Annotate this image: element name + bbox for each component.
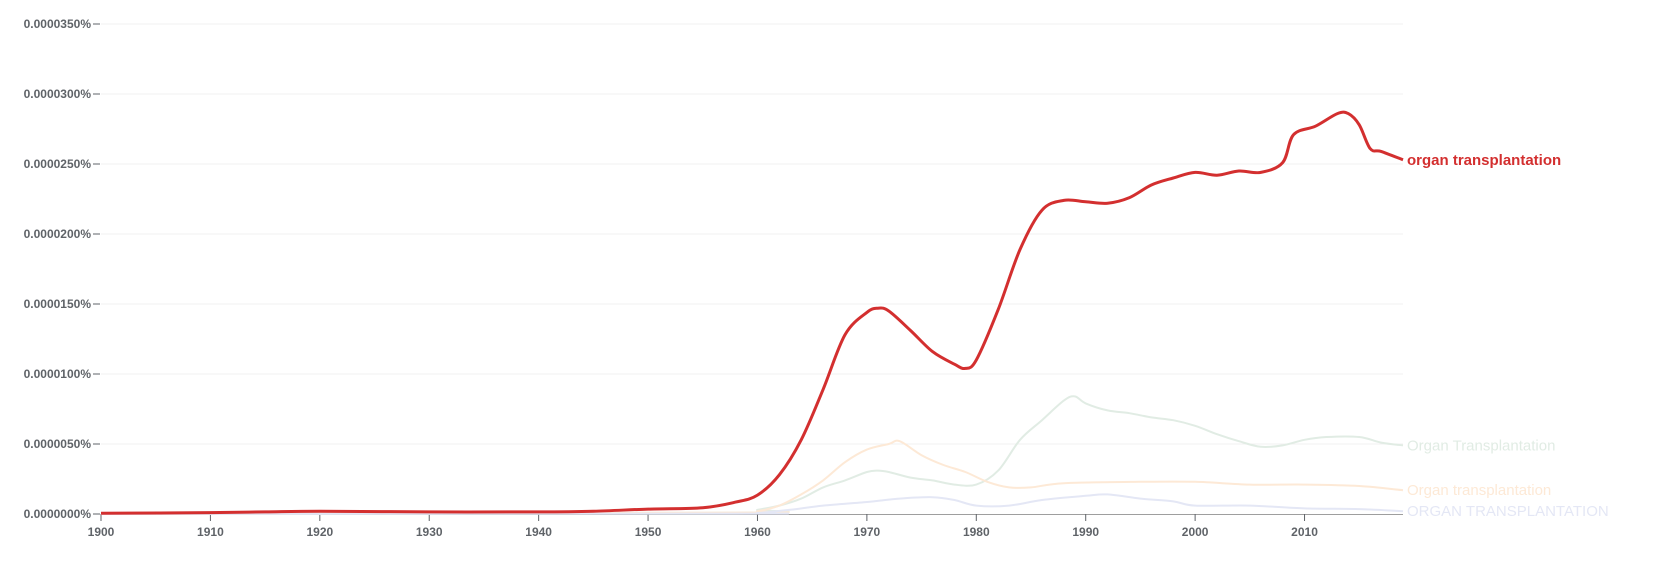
x-tick-label: 1910 — [197, 525, 224, 539]
gridlines — [101, 23, 1403, 445]
x-tick-label: 1980 — [963, 525, 990, 539]
x-tick-label: 2010 — [1291, 525, 1318, 539]
y-tick-label: 0.0000050% — [24, 437, 92, 451]
x-tick-label: 2000 — [1182, 525, 1209, 539]
y-tick-label: 0.0000200% — [24, 227, 92, 241]
series-lines — [100, 110, 1404, 515]
y-tick-label: 0.0000350% — [24, 17, 92, 31]
x-tick-label: 1960 — [744, 525, 771, 539]
x-axis: 1900 1910 1920 1930 1940 1950 1960 1970 1980 1990… — [88, 514, 1403, 539]
x-tick-label: 1900 — [88, 525, 115, 539]
y-tick-label: 0.0000100% — [24, 367, 92, 381]
y-tick-label: 0.0000250% — [24, 157, 92, 171]
series-label: Organ Transplantation — [1407, 437, 1555, 454]
series-line-0 — [100, 395, 1404, 515]
x-tick-label: 1930 — [416, 525, 443, 539]
y-tick-label: 0.0000000% — [24, 507, 92, 521]
series-line-2 — [100, 493, 1404, 515]
series-label: ORGAN TRANSPLANTATION — [1407, 503, 1609, 520]
x-tick-label: 1990 — [1072, 525, 1099, 539]
series-line-3 — [100, 110, 1404, 515]
x-tick-label: 1970 — [854, 525, 881, 539]
series-label: Organ transplantation — [1407, 482, 1551, 499]
y-tick-label: 0.0000300% — [24, 87, 92, 101]
series-label: organ transplantation — [1407, 152, 1561, 169]
series-labels: Organ Transplantation Organ transplantati… — [1407, 152, 1609, 520]
y-axis: 0.0000000% 0.0000050% 0.0000100% 0.0000150%… — [24, 17, 100, 521]
x-tick-label: 1940 — [525, 525, 552, 539]
x-tick-label: 1950 — [635, 525, 662, 539]
y-tick-label: 0.0000150% — [24, 297, 92, 311]
x-tick-label: 1920 — [306, 525, 333, 539]
series-line-1 — [100, 439, 1404, 515]
